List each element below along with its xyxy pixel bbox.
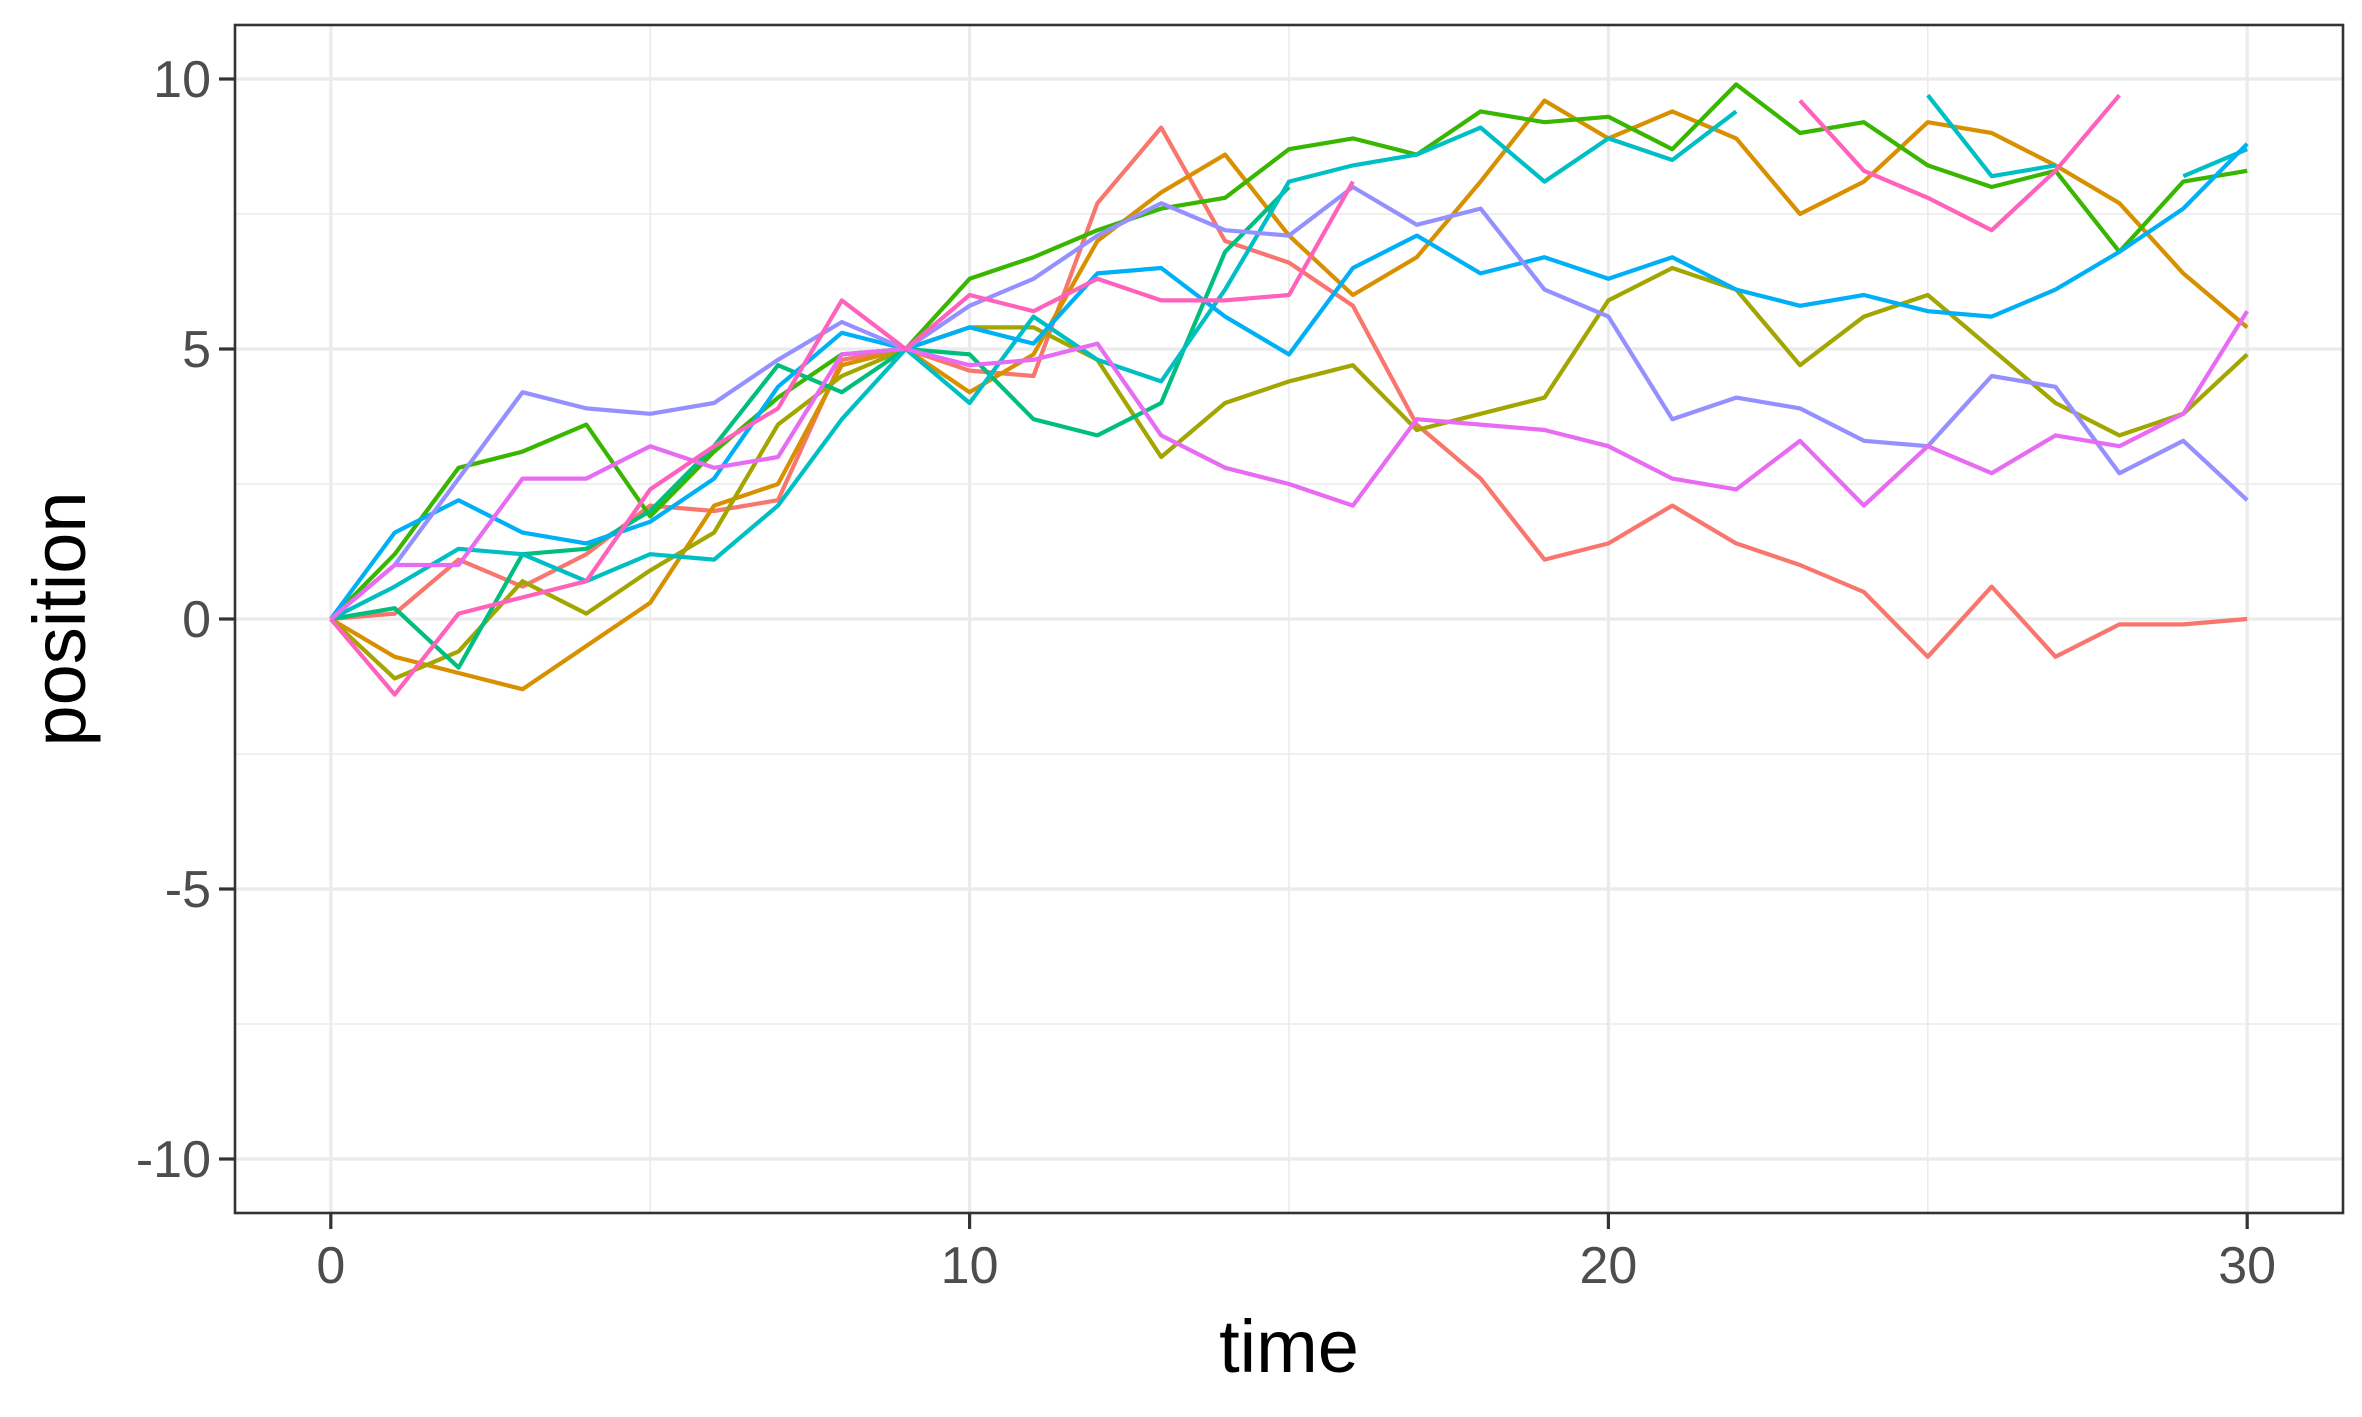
- series-line-3: [329, 265, 2249, 681]
- series-line-1: [330, 125, 2248, 659]
- y-tick-label: 5: [182, 321, 211, 379]
- series-line-4: [329, 82, 2248, 621]
- y-tick-label: 10: [153, 51, 211, 109]
- x-tick-label: 0: [316, 1237, 345, 1295]
- series-line-5: [330, 185, 1291, 670]
- series-line-9: [329, 310, 2249, 621]
- series-lines: [329, 82, 2249, 697]
- y-axis-title: position: [18, 491, 101, 746]
- y-tick-label: 0: [182, 591, 211, 649]
- x-tick-label: 10: [941, 1237, 999, 1295]
- series-line-7: [329, 142, 2249, 621]
- y-tick-label: -10: [136, 1131, 211, 1189]
- x-tick-label: 20: [1579, 1237, 1637, 1295]
- series-line-10: [329, 93, 2122, 697]
- y-axis: 10 5 0 -5 -10: [136, 51, 235, 1189]
- y-tick-label: -5: [165, 861, 211, 919]
- x-axis: 0 10 20 30: [316, 1213, 2276, 1295]
- x-tick-label: 30: [2218, 1237, 2276, 1295]
- plot-panel: [233, 23, 2345, 1215]
- x-axis-title: time: [1219, 1305, 1359, 1388]
